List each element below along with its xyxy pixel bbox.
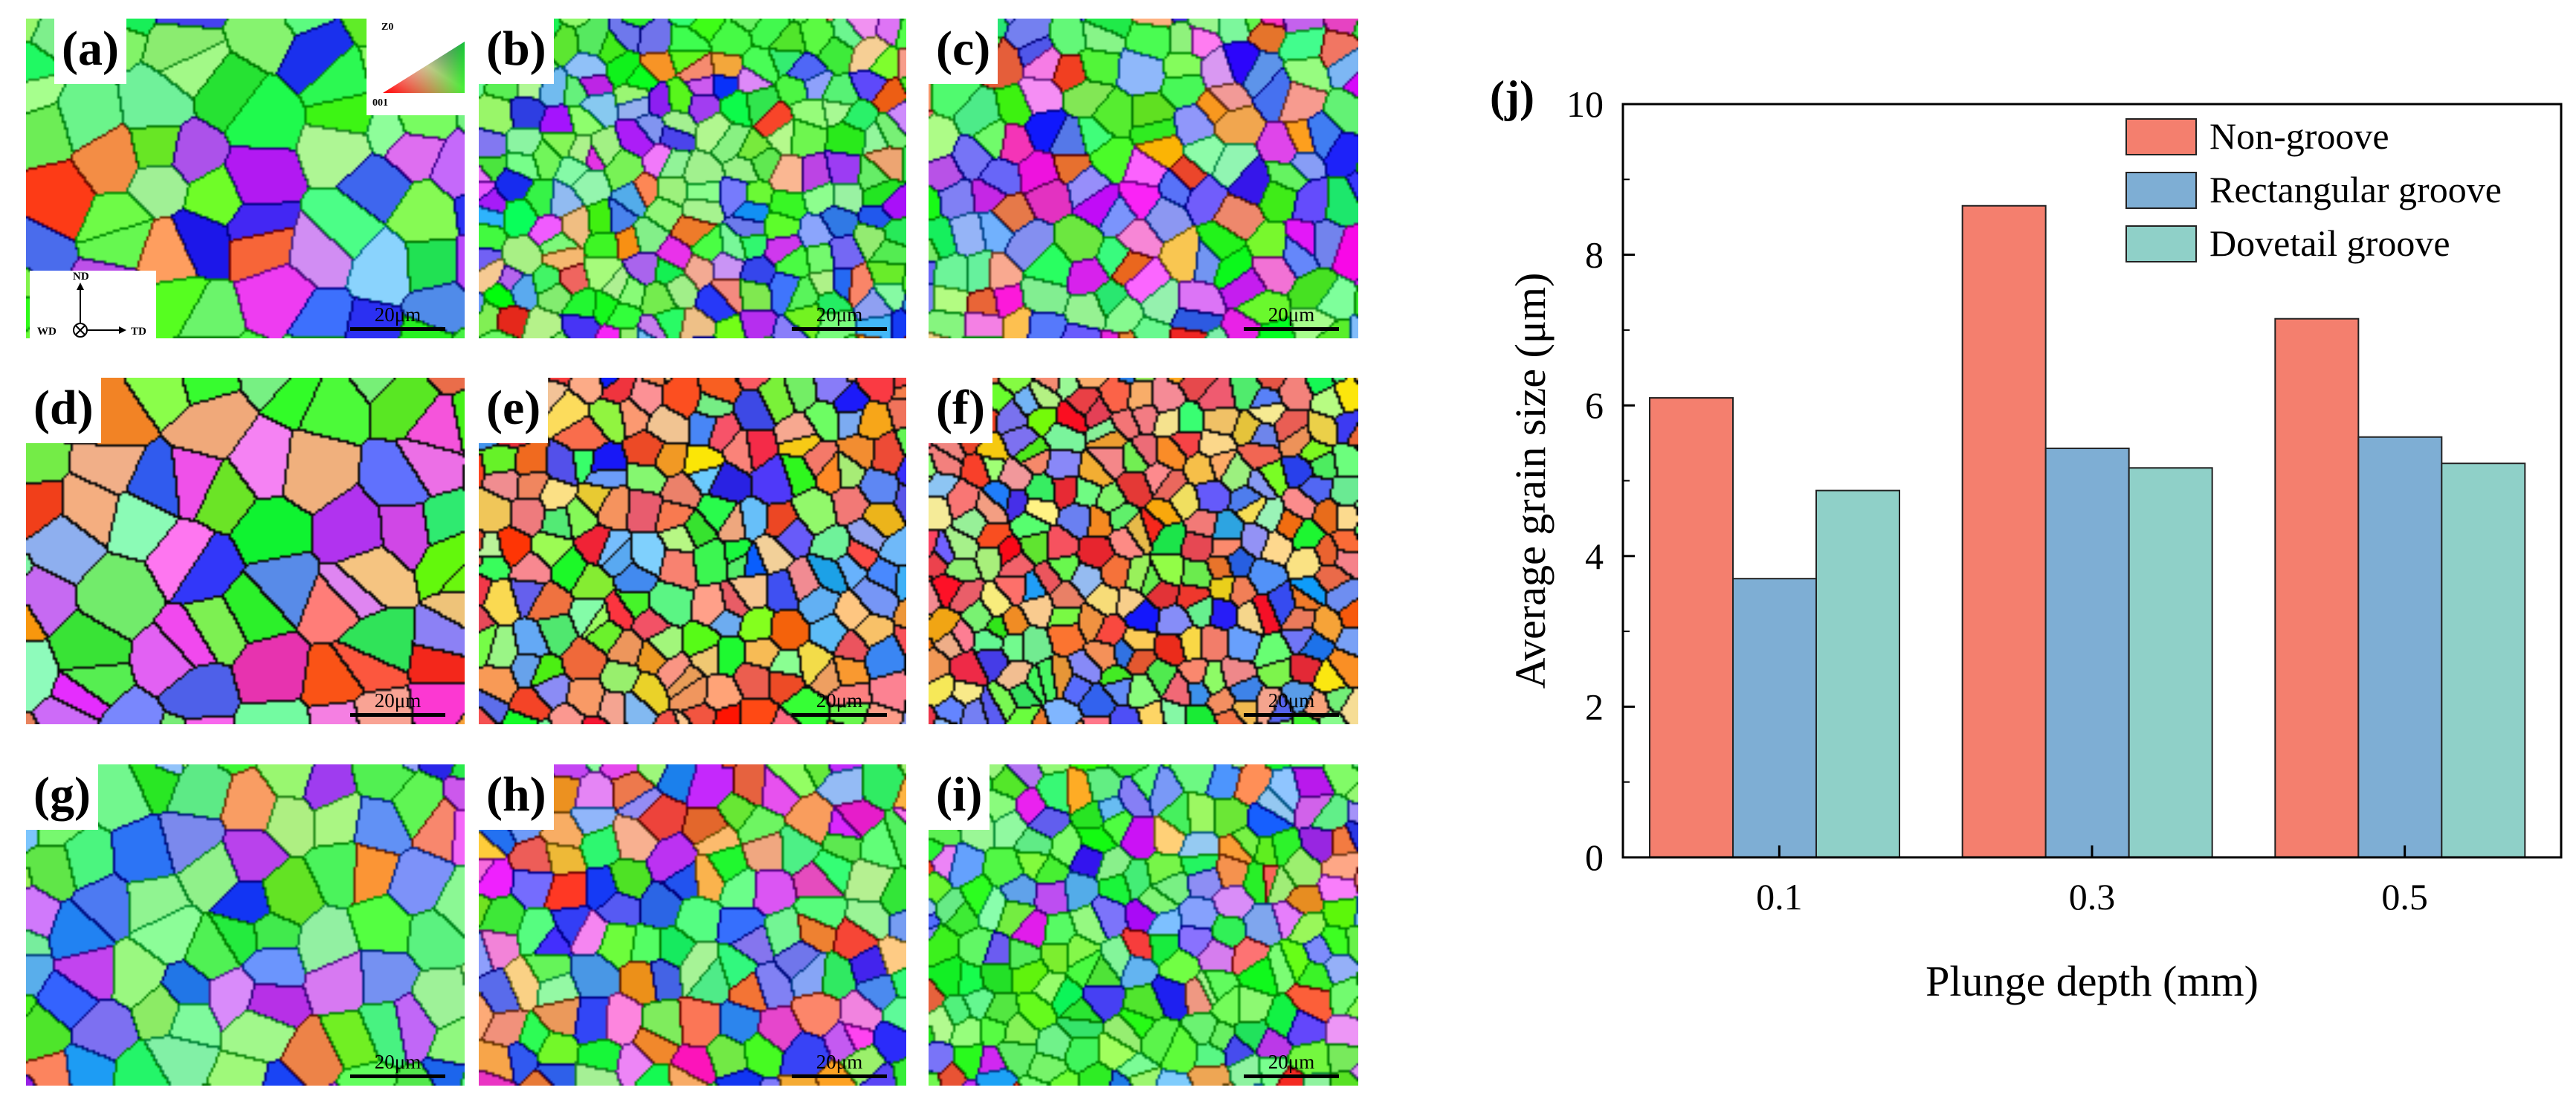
ebsd-panel-i: (i) 20μm xyxy=(929,764,1358,1086)
axes-triad: ND WD TD xyxy=(30,271,156,341)
scale-bar-i: 20μm xyxy=(1244,1052,1339,1078)
y-tick-label-4: 4 xyxy=(1585,535,1604,577)
panel-label-c: (c) xyxy=(929,19,998,84)
ebsd-panel-e: (e) 20μm xyxy=(479,378,906,724)
y-tick-label-2: 2 xyxy=(1585,686,1604,727)
scale-bar-f: 20μm xyxy=(1244,691,1339,717)
ebsd-panel-h: (h) 20μm xyxy=(479,764,906,1086)
grain-map-c xyxy=(929,19,1358,338)
ebsd-panel-b: (b) 20μm xyxy=(479,19,906,338)
scale-bar-label: 20μm xyxy=(374,303,422,326)
ipf-key-001: 001 xyxy=(372,97,388,109)
scale-bar-d: 20μm xyxy=(350,691,445,717)
bar-dovetail-groove-0.5 xyxy=(2441,463,2526,858)
scale-bar-label: 20μm xyxy=(1268,689,1315,712)
ebsd-panel-c: (c) 20μm xyxy=(929,19,1358,338)
legend-label-dovetail-groove: Dovetail groove xyxy=(2209,222,2450,264)
scale-bar-a: 20μm xyxy=(350,305,445,331)
grain-map-i xyxy=(929,764,1358,1086)
legend-swatch-non-groove xyxy=(2125,118,2197,155)
ipf-triangle xyxy=(383,42,465,93)
panel-label-f: (f) xyxy=(929,378,992,443)
panel-label-g: (g) xyxy=(26,764,98,830)
axis-nd-label: ND xyxy=(73,271,89,283)
y-tick-label-0: 0 xyxy=(1585,837,1604,878)
bar-rectangular-groove-0.3 xyxy=(2044,447,2130,858)
legend-swatch-rectangular-groove xyxy=(2125,172,2197,209)
scale-bar-label: 20μm xyxy=(374,689,422,712)
grain-size-bar-chart: 0 2 4 6 8 10 0.1 0.3 0.5 Plunge depth (mm) Average… xyxy=(1490,72,2563,1005)
ipf-key-z0: Z0 xyxy=(381,22,394,33)
ipf-color-key: Z0 111 001 101 xyxy=(367,19,465,115)
panel-label-j: (j) xyxy=(1490,72,1534,121)
panel-label-b: (b) xyxy=(479,19,554,84)
panel-label-a: (a) xyxy=(54,19,126,84)
ebsd-panel-a: (a) Z0 111 001 101 20μm xyxy=(26,19,465,338)
axis-wd-label: WD xyxy=(37,326,57,338)
scale-bar-label: 20μm xyxy=(1268,1051,1315,1073)
bar-rectangular-groove-0.1 xyxy=(1732,578,1817,858)
axis-td-label: TD xyxy=(131,326,146,338)
y-tick-label-10: 10 xyxy=(1566,83,1604,125)
panel-label-e: (e) xyxy=(479,378,549,443)
scale-bar-b: 20μm xyxy=(792,305,887,331)
ebsd-panel-f: (f) 20μm xyxy=(929,378,1358,724)
scale-bar-h: 20μm xyxy=(792,1052,887,1078)
panel-label-h: (h) xyxy=(479,764,554,830)
x-tick-label-0.1: 0.1 xyxy=(1756,876,1803,918)
legend-label-rectangular-groove: Rectangular groove xyxy=(2209,169,2502,210)
bar-non-groove-0.3 xyxy=(1961,204,2047,858)
bar-dovetail-groove-0.1 xyxy=(1815,489,1900,858)
ebsd-panel-d: (d) 20μm xyxy=(26,378,465,724)
scale-bar-label: 20μm xyxy=(816,689,863,712)
bar-non-groove-0.1 xyxy=(1649,397,1734,858)
y-tick-label-8: 8 xyxy=(1585,234,1604,276)
grain-map-e xyxy=(479,378,906,724)
scale-bar-label: 20μm xyxy=(816,1051,863,1073)
x-tick-label-0.5: 0.5 xyxy=(2381,876,2428,918)
grain-map-f xyxy=(929,378,1358,724)
scale-bar-c: 20μm xyxy=(1244,305,1339,331)
x-tick-label-0.3: 0.3 xyxy=(2069,876,2116,918)
x-axis-label: Plunge depth (mm) xyxy=(1925,957,2259,1005)
scale-bar-label: 20μm xyxy=(1268,303,1315,326)
y-tick-label-6: 6 xyxy=(1585,384,1604,426)
bar-dovetail-groove-0.3 xyxy=(2128,467,2213,858)
panel-label-d: (d) xyxy=(26,378,101,443)
y-axis-label: Average grain size (μm) xyxy=(1506,273,1555,689)
ebsd-panel-g: (g) 20μm xyxy=(26,764,465,1086)
axes-arrows-icon xyxy=(73,283,126,338)
scale-bar-label: 20μm xyxy=(374,1051,422,1073)
bar-non-groove-0.5 xyxy=(2274,318,2360,858)
scale-bar-e: 20μm xyxy=(792,691,887,717)
panel-label-i: (i) xyxy=(929,764,990,830)
scale-bar-label: 20μm xyxy=(816,303,863,326)
bar-rectangular-groove-0.5 xyxy=(2357,436,2443,858)
grain-map-g xyxy=(26,764,465,1086)
legend-swatch-dovetail-groove xyxy=(2125,225,2197,262)
scale-bar-g: 20μm xyxy=(350,1052,445,1078)
legend-label-non-groove: Non-groove xyxy=(2209,115,2389,157)
